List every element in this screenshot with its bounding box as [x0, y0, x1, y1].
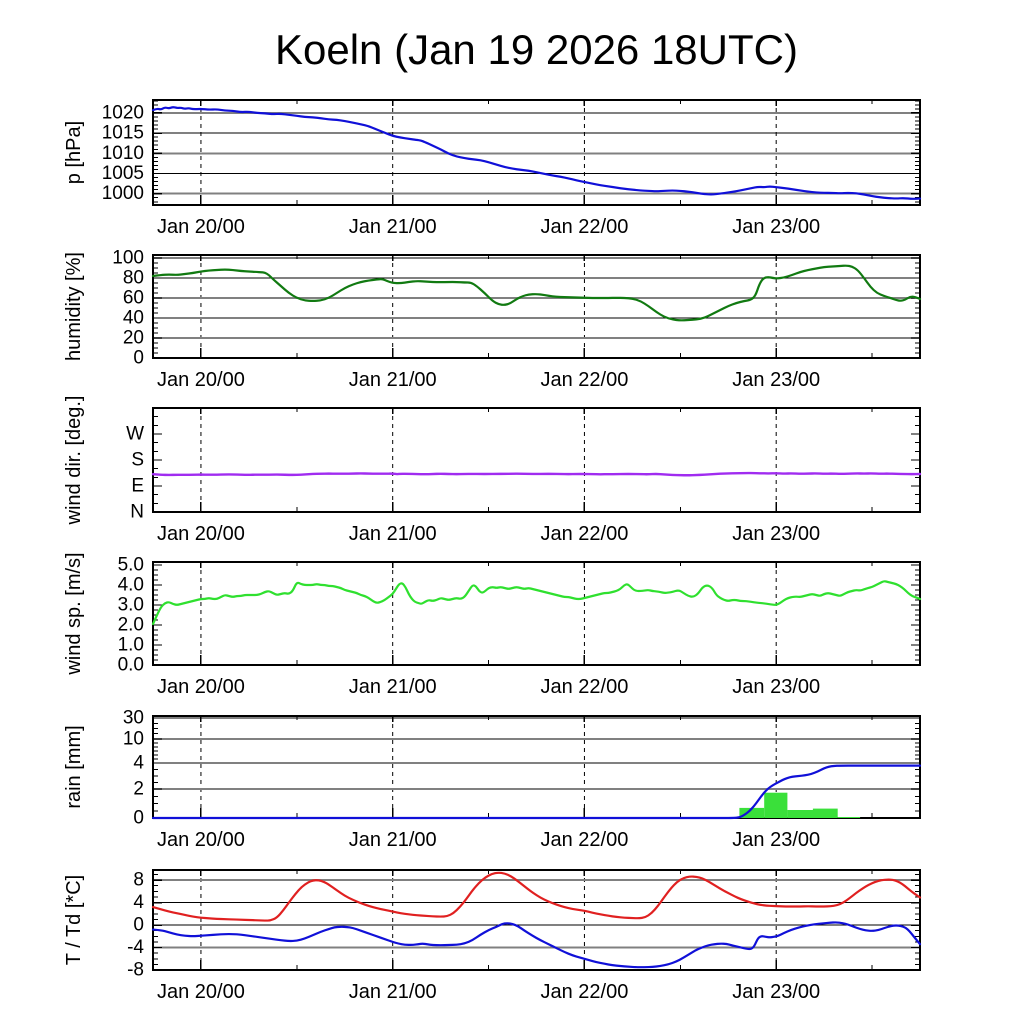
meteogram-title: Koeln (Jan 19 2026 18UTC) — [275, 26, 798, 73]
y-tick-label: W — [126, 424, 144, 445]
y-axis-title: humidity [%] — [63, 252, 85, 361]
y-tick-label: 1015 — [102, 123, 144, 144]
y-tick-label: E — [131, 476, 144, 497]
panel-frame — [152, 869, 921, 971]
y-axis-title: T / Td [*C] — [63, 875, 85, 965]
x-tick-label: Jan 21/00 — [349, 981, 437, 1003]
rain-bar — [739, 807, 765, 818]
y-tick-label: 1020 — [102, 102, 144, 123]
y-tick-label: N — [130, 502, 144, 523]
temperature-line — [151, 871, 922, 922]
y-tick-label: 0 — [133, 348, 144, 369]
panel-frame — [152, 561, 921, 666]
y-tick-label: 2 — [133, 779, 144, 800]
x-tick-label: Jan 22/00 — [540, 981, 628, 1003]
x-tick-label: Jan 22/00 — [540, 676, 628, 698]
x-tick-label: Jan 23/00 — [732, 981, 820, 1003]
x-tick-label: Jan 23/00 — [732, 369, 820, 391]
y-tick-label: 30 — [123, 708, 144, 729]
rain-bar — [812, 808, 838, 818]
y-tick-label: 0 — [133, 808, 144, 829]
y-tick-label: 60 — [123, 288, 144, 309]
y-tick-label: 4.0 — [118, 575, 144, 596]
panel-frame — [152, 99, 921, 206]
panel-wind-speed: 0.01.02.03.04.05.0 wind sp. [m/s] Jan 20/0… — [63, 552, 922, 698]
y-tick-label: 0 — [133, 915, 144, 936]
x-tick-label: Jan 20/00 — [157, 829, 245, 851]
y-tick-label: 20 — [123, 328, 144, 349]
y-tick-label: 2.0 — [118, 615, 144, 636]
x-tick-label: Jan 21/00 — [349, 216, 437, 238]
y-tick-label: 8 — [133, 870, 144, 891]
y-tick-label: S — [131, 450, 144, 471]
rain-accumulated-line — [151, 764, 922, 820]
panel-frame — [152, 715, 921, 819]
y-axis-title: p [hPa] — [63, 121, 85, 184]
panel-frame — [152, 254, 921, 359]
x-tick-label: Jan 20/00 — [157, 981, 245, 1003]
x-tick-label: Jan 22/00 — [540, 829, 628, 851]
wind-direction-line — [151, 471, 922, 477]
x-tick-label: Jan 22/00 — [540, 216, 628, 238]
x-tick-label: Jan 20/00 — [157, 369, 245, 391]
rain-bar — [787, 810, 813, 818]
x-tick-label: Jan 21/00 — [349, 676, 437, 698]
y-tick-label: 80 — [123, 268, 144, 289]
y-tick-label: 1.0 — [118, 635, 144, 656]
y-tick-label: 40 — [123, 308, 144, 329]
x-tick-label: Jan 21/00 — [349, 829, 437, 851]
y-tick-label: -8 — [127, 960, 144, 981]
x-tick-label: Jan 22/00 — [540, 523, 628, 545]
y-tick-label: 1000 — [102, 183, 144, 204]
x-tick-label: Jan 20/00 — [157, 216, 245, 238]
wind-speed-line — [151, 580, 922, 626]
panel-frame — [152, 407, 921, 513]
y-axis-title: rain [mm] — [63, 725, 85, 808]
x-tick-label: Jan 23/00 — [732, 829, 820, 851]
y-tick-label: 3.0 — [118, 595, 144, 616]
y-axis-title: wind dir. [deg.] — [63, 396, 85, 526]
y-tick-label: -4 — [127, 937, 144, 958]
rain-bar — [764, 792, 788, 818]
x-tick-label: Jan 22/00 — [540, 369, 628, 391]
dewpoint-line — [151, 921, 922, 969]
pressure-line — [151, 106, 922, 200]
rain-bar — [837, 817, 861, 818]
y-axis-title: wind sp. [m/s] — [63, 552, 85, 675]
x-tick-label: Jan 23/00 — [732, 216, 820, 238]
x-tick-label: Jan 23/00 — [732, 676, 820, 698]
y-tick-label: 1010 — [102, 143, 144, 164]
y-tick-label: 1005 — [102, 163, 144, 184]
x-tick-label: Jan 21/00 — [349, 523, 437, 545]
y-tick-label: 0.0 — [118, 655, 144, 676]
humidity-line — [151, 264, 922, 322]
x-tick-label: Jan 20/00 — [157, 523, 245, 545]
x-tick-label: Jan 21/00 — [349, 369, 437, 391]
y-tick-label: 10 — [123, 728, 144, 749]
x-tick-label: Jan 20/00 — [157, 676, 245, 698]
x-tick-label: Jan 23/00 — [732, 523, 820, 545]
y-tick-label: 4 — [133, 892, 144, 913]
y-tick-label: 4 — [133, 753, 144, 774]
y-tick-label: 5.0 — [118, 555, 144, 576]
y-tick-label: 100 — [112, 248, 144, 269]
